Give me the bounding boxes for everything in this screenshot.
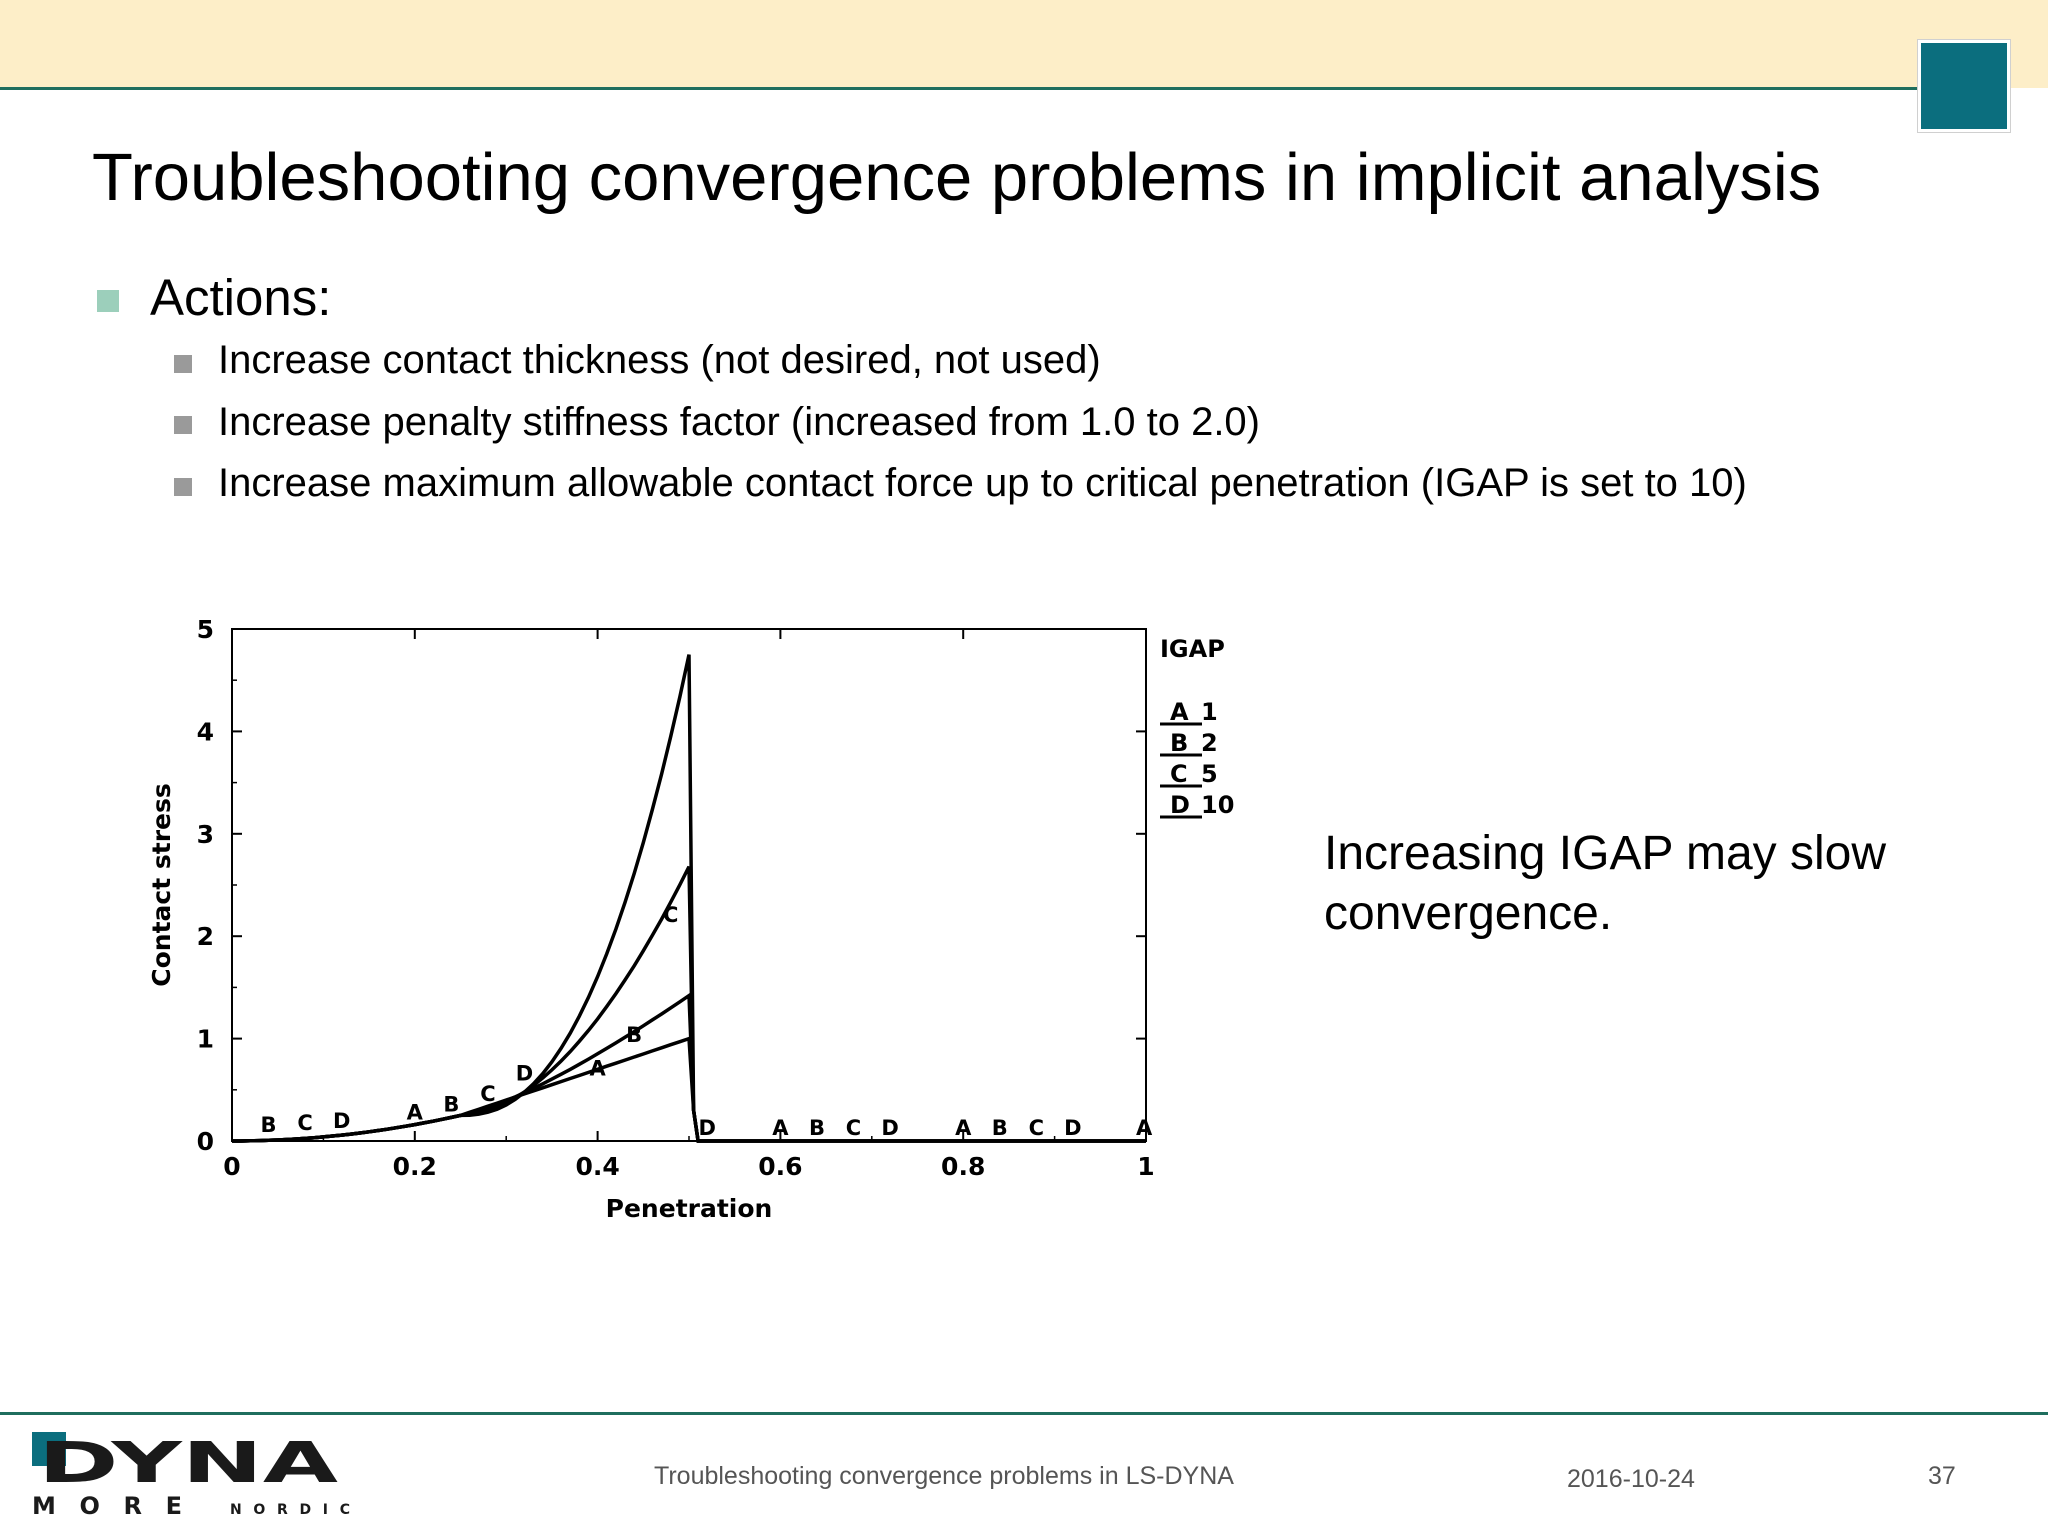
- legend-label: 2: [1201, 729, 1218, 757]
- x-tick-label: 0.6: [758, 1152, 802, 1181]
- subbullet-3: Increase maximum allowable contact force…: [218, 461, 1747, 505]
- header-rule: [0, 87, 1918, 90]
- point-marker-D: D: [333, 1109, 350, 1133]
- footer-rule: [0, 1412, 2048, 1415]
- header-band: [0, 0, 2048, 88]
- legend-marker: C: [1170, 760, 1188, 788]
- point-marker-A: A: [589, 1057, 606, 1081]
- x-tick-label: 0.4: [575, 1152, 619, 1181]
- x-axis-label: Penetration: [606, 1194, 773, 1223]
- point-marker-C: C: [846, 1116, 861, 1140]
- point-marker-D: D: [516, 1062, 533, 1086]
- point-marker-B: B: [626, 1023, 642, 1047]
- y-tick-label: 0: [197, 1127, 214, 1156]
- dynamore-logo-icon: DYNA MORE NORDIC: [32, 1431, 350, 1516]
- y-tick-label: 2: [197, 922, 214, 951]
- legend-marker: B: [1170, 729, 1188, 757]
- subbullet-square-icon: [174, 355, 192, 373]
- slide-title: Troubleshooting convergence problems in …: [92, 140, 1822, 215]
- svg-text:DYNA: DYNA: [38, 1431, 339, 1496]
- subbullet-square-icon: [174, 416, 192, 434]
- y-tick-label: 4: [197, 717, 214, 746]
- y-tick-label: 1: [197, 1025, 214, 1054]
- point-marker-C: C: [663, 903, 678, 927]
- point-marker-A: A: [772, 1116, 789, 1140]
- legend-title: IGAP: [1160, 635, 1225, 663]
- point-marker-B: B: [443, 1092, 459, 1116]
- legend-label: 1: [1201, 698, 1218, 726]
- series-line-A: [232, 1036, 1146, 1143]
- bullet-actions-text: Actions:: [150, 269, 332, 326]
- y-tick-label: 5: [197, 615, 214, 644]
- x-tick-label: 1: [1137, 1152, 1154, 1181]
- corner-square-icon: [1917, 39, 2011, 133]
- point-marker-C: C: [480, 1082, 495, 1106]
- footer-date: 2016-10-24: [1567, 1465, 1695, 1493]
- x-tick-label: 0: [223, 1152, 240, 1181]
- legend-marker: D: [1170, 791, 1190, 819]
- legend-marker: A: [1170, 698, 1189, 726]
- bullet-square-icon: [97, 290, 119, 312]
- point-marker-A: A: [1136, 1116, 1153, 1140]
- subbullet-2: Increase penalty stiffness factor (incre…: [218, 400, 1260, 444]
- series-line-D: [232, 654, 1146, 1143]
- y-axis-label: Contact stress: [147, 783, 176, 987]
- bullet-actions: Actions:: [150, 268, 331, 328]
- subbullet-square-icon: [174, 478, 192, 496]
- point-marker-A: A: [955, 1116, 972, 1140]
- x-tick-label: 0.8: [941, 1152, 985, 1181]
- side-note: Increasing IGAP may slow convergence.: [1324, 827, 1887, 940]
- svg-text:NORDIC: NORDIC: [230, 1502, 350, 1516]
- series-line-B: [232, 992, 1146, 1143]
- point-marker-D: D: [699, 1116, 716, 1140]
- footer-center: Troubleshooting convergence problems in …: [654, 1462, 1234, 1490]
- subbullet-1: Increase contact thickness (not desired,…: [218, 338, 1101, 382]
- point-marker-D: D: [881, 1116, 898, 1140]
- point-marker-C: C: [297, 1111, 312, 1135]
- y-tick-label: 3: [197, 820, 214, 849]
- footer-page-number: 37: [1928, 1462, 1956, 1490]
- legend-label: 5: [1201, 760, 1218, 788]
- point-marker-B: B: [992, 1116, 1008, 1140]
- point-marker-A: A: [407, 1101, 424, 1125]
- point-marker-D: D: [1064, 1116, 1081, 1140]
- point-marker-C: C: [1029, 1116, 1044, 1140]
- point-marker-B: B: [261, 1113, 277, 1137]
- x-tick-label: 0.2: [393, 1152, 437, 1181]
- legend-label: 10: [1201, 791, 1234, 819]
- point-marker-B: B: [809, 1116, 825, 1140]
